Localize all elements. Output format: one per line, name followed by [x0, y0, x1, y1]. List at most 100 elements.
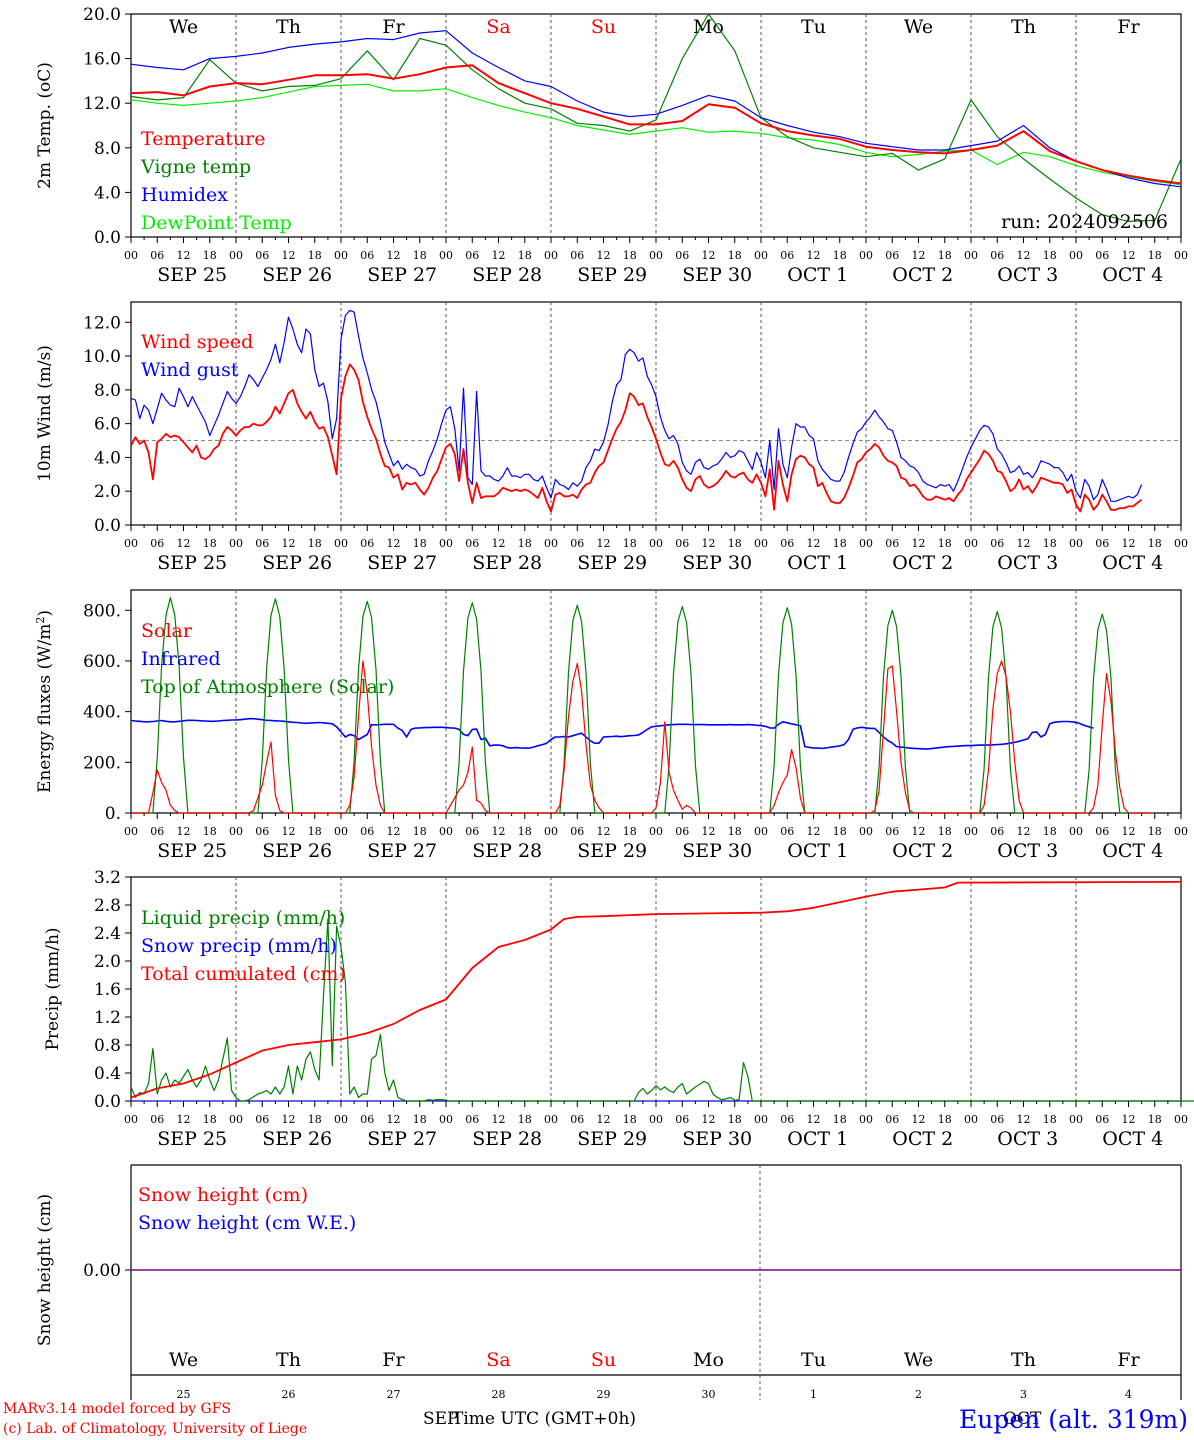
day-name: Th [276, 1349, 301, 1371]
x-tick-label: 12 [492, 537, 506, 550]
x-tick-label: 00 [964, 249, 978, 262]
x-tick-label: 06 [570, 825, 584, 838]
x-tick-label: 06 [255, 1113, 269, 1126]
x-tick-label: 06 [885, 825, 899, 838]
x-tick-label: 06 [255, 825, 269, 838]
x-tick-label: 18 [833, 249, 847, 262]
x-tick-label: 00 [124, 825, 138, 838]
x-tick-label: 18 [833, 1113, 847, 1126]
credit-line-2: (c) Lab. of Climatology, University of L… [3, 1421, 307, 1437]
date-label: SEP 29 [577, 840, 647, 862]
y-tick-label: 2.4 [94, 924, 121, 944]
x-tick-label: 00 [859, 825, 873, 838]
date-label: SEP 26 [262, 552, 332, 574]
x-tick-label: 00 [439, 825, 453, 838]
x-tick-label: 18 [728, 825, 742, 838]
x-tick-label: 18 [728, 249, 742, 262]
date-label: OCT 1 [787, 264, 848, 286]
y-tick-label: 1.6 [94, 980, 121, 1000]
x-tick-label: 18 [938, 825, 952, 838]
legend-entry: Humidex [141, 184, 228, 206]
x-tick-label: 12 [912, 537, 926, 550]
x-tick-label: 12 [282, 249, 296, 262]
y-tick-label: 0.00 [83, 1261, 121, 1281]
x-tick-label: 06 [885, 537, 899, 550]
x-tick-label: 00 [124, 1113, 138, 1126]
x-tick-label: 12 [282, 825, 296, 838]
day-name: Su [591, 1349, 616, 1371]
x-tick-label: 00 [754, 1113, 768, 1126]
x-tick-label: 00 [229, 1113, 243, 1126]
x-tick-label: 00 [1174, 825, 1188, 838]
x-tick-label: 00 [859, 1113, 873, 1126]
x-tick-label: 12 [1122, 537, 1136, 550]
x-tick-label: 06 [360, 1113, 374, 1126]
x-tick-label: 18 [1043, 249, 1057, 262]
day-name: Su [591, 16, 616, 38]
x-tick-label: 00 [544, 825, 558, 838]
date-label: OCT 4 [1102, 840, 1163, 862]
temperature-lines [131, 14, 1181, 222]
x-tick-label: 06 [990, 537, 1004, 550]
y-tick-label: 0.0 [94, 1092, 121, 1112]
x-tick-label: 06 [885, 1113, 899, 1126]
day-name: We [169, 1349, 198, 1371]
legend-entry: Wind gust [141, 359, 239, 381]
y-tick-label: 0.8 [94, 1036, 121, 1056]
x-tick-label: 00 [544, 1113, 558, 1126]
day-name: Mo [693, 16, 724, 38]
x-tick-label: 00 [334, 825, 348, 838]
series-temperature [131, 64, 1181, 185]
x-tick-label: 12 [492, 1113, 506, 1126]
date-label: SEP 26 [262, 840, 332, 862]
day-number: 4 [1125, 1388, 1132, 1401]
x-tick-label: 06 [780, 537, 794, 550]
x-tick-label: 12 [807, 1113, 821, 1126]
x-tick-label: 06 [1095, 249, 1109, 262]
x-tick-label: 18 [308, 537, 322, 550]
series-humidex [131, 30, 1181, 188]
y-tick-label: 16.0 [83, 50, 121, 70]
plot-frame [130, 589, 1182, 814]
date-label: SEP 27 [367, 552, 437, 574]
energy-panel: 0. 200. 400. 600. 800. Energy fluxes (W/m2) So… [34, 589, 1188, 862]
x-tick-label: 00 [1174, 249, 1188, 262]
x-tick-label: 06 [1095, 1113, 1109, 1126]
x-tick-label: 12 [912, 1113, 926, 1126]
date-label: SEP 29 [577, 552, 647, 574]
station-name: Eupen (alt. 319m) [959, 1405, 1188, 1434]
credit-line-1: MARv3.14 model forced by GFS [3, 1401, 231, 1417]
x-tick-label: 00 [754, 249, 768, 262]
day-name: Fr [382, 1349, 405, 1371]
x-tick-label: 06 [465, 249, 479, 262]
y-tick-label: 20.0 [83, 5, 121, 25]
x-tick-label: 06 [990, 825, 1004, 838]
date-label: SEP 28 [472, 840, 542, 862]
day-name: Sa [486, 16, 510, 38]
x-tick-label: 18 [203, 825, 217, 838]
x-tick-label: 06 [675, 1113, 689, 1126]
day-name: Fr [1117, 1349, 1140, 1371]
y-axis-label-sup: 2 [34, 617, 47, 624]
x-tick-label: 00 [1069, 825, 1083, 838]
date-label: OCT 3 [997, 264, 1058, 286]
wind-panel: 0.0 2.0 4.0 6.0 8.0 10.0 12.0 10m Wind (m/s) Win… [35, 301, 1188, 574]
legend-entry: Snow precip (mm/h) [141, 935, 337, 957]
date-label: OCT 2 [892, 552, 953, 574]
series-solar [131, 660, 1151, 814]
series-wind-speed [130, 363, 1143, 513]
x-tick-label: 06 [990, 249, 1004, 262]
y-tick-label: 800. [83, 601, 121, 621]
day-number: 25 [177, 1388, 191, 1401]
x-tick-label: 00 [754, 825, 768, 838]
x-tick-label: 06 [780, 825, 794, 838]
date-label: OCT 4 [1102, 1128, 1163, 1150]
plot-frame [130, 301, 1182, 526]
x-tick-label: 12 [1017, 249, 1031, 262]
date-label: SEP 25 [157, 264, 227, 286]
date-label: OCT 3 [997, 552, 1058, 574]
x-tick-label: 00 [334, 1113, 348, 1126]
x-tick-label: 12 [282, 537, 296, 550]
x-tick-label: 18 [1043, 1113, 1057, 1126]
